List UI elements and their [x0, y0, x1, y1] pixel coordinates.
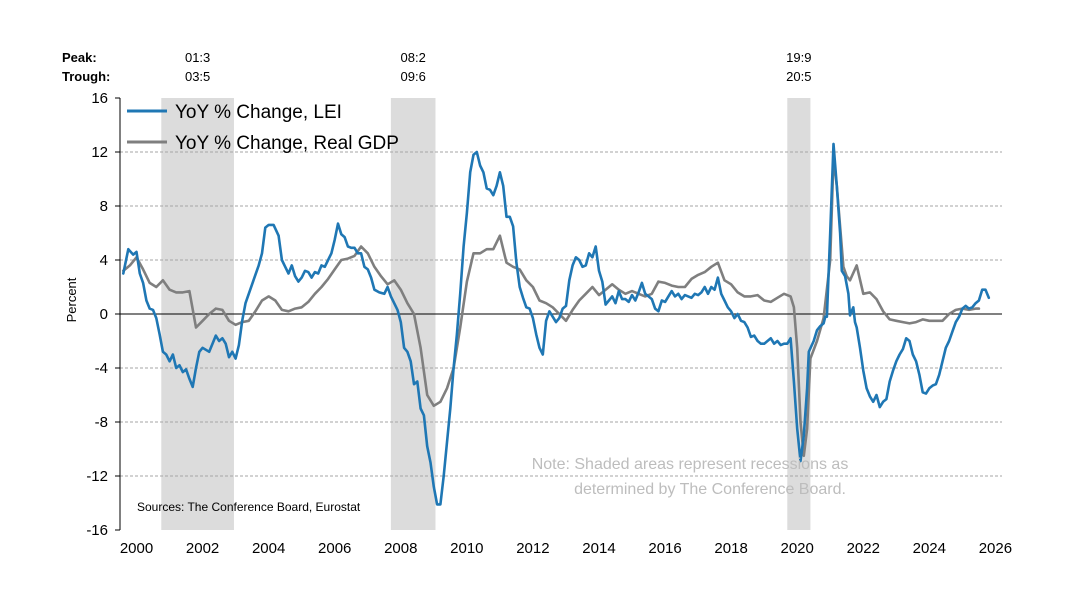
- trough-label: Trough:: [62, 69, 110, 84]
- note-line-1: Note: Shaded areas represent recessions …: [532, 456, 849, 473]
- recession-trough-date: 09:6: [401, 69, 426, 84]
- x-tick-label: 2004: [252, 540, 285, 557]
- y-tick-label: 4: [100, 252, 108, 269]
- x-tick-label: 2000: [120, 540, 153, 557]
- recession-trough-date: 20:5: [786, 69, 811, 84]
- recession-peak-date: 01:3: [185, 50, 210, 65]
- series-line-lei: [122, 142, 991, 506]
- x-axis-ticks: 2000 2002 2004 2006 2008 2010 2012 2014 2016 2018…: [120, 540, 1012, 557]
- y-tick-label: 16: [91, 90, 108, 107]
- x-tick-label: 2002: [186, 540, 219, 557]
- x-tick-label: 2024: [913, 540, 946, 557]
- x-tick-label: 2022: [847, 540, 880, 557]
- y-tick-label: -12: [86, 468, 108, 485]
- x-tick-label: 2018: [714, 540, 747, 557]
- y-axis-title: Percent: [64, 277, 79, 322]
- y-tick-label: -16: [86, 522, 108, 539]
- recession-date-labels: 01:3 03:5 08:2 09:6 19:9 20:5: [185, 50, 812, 84]
- x-tick-label: 2006: [318, 540, 351, 557]
- recession-peak-date: 08:2: [401, 50, 426, 65]
- source-note: Sources: The Conference Board, Eurostat: [137, 500, 361, 514]
- y-tick-label: 12: [91, 144, 108, 161]
- x-tick-label: 2016: [648, 540, 681, 557]
- y-tick-label: 8: [100, 198, 108, 215]
- recession-trough-date: 03:5: [185, 69, 210, 84]
- legend: YoY % Change, LEI YoY % Change, Real GDP: [127, 102, 399, 154]
- y-tick-label: 0: [100, 306, 108, 323]
- x-tick-label: 2020: [781, 540, 814, 557]
- note-line-2: determined by The Conference Board.: [574, 481, 846, 498]
- x-tick-label: 2008: [384, 540, 417, 557]
- y-axis-ticks: 16 12 8 4 0 -4 -8 -12 -16: [86, 90, 120, 539]
- legend-label-lei: YoY % Change, LEI: [175, 102, 342, 123]
- y-tick-label: -4: [95, 360, 108, 377]
- y-tick-label: -8: [95, 414, 108, 431]
- x-tick-label: 2010: [450, 540, 483, 557]
- x-tick-label: 2026: [979, 540, 1012, 557]
- peak-label: Peak:: [62, 50, 97, 65]
- x-tick-label: 2012: [516, 540, 549, 557]
- x-tick-label: 2014: [582, 540, 615, 557]
- legend-label-gdp: YoY % Change, Real GDP: [175, 133, 399, 154]
- recession-peak-date: 19:9: [786, 50, 811, 65]
- series-lines: [122, 142, 991, 506]
